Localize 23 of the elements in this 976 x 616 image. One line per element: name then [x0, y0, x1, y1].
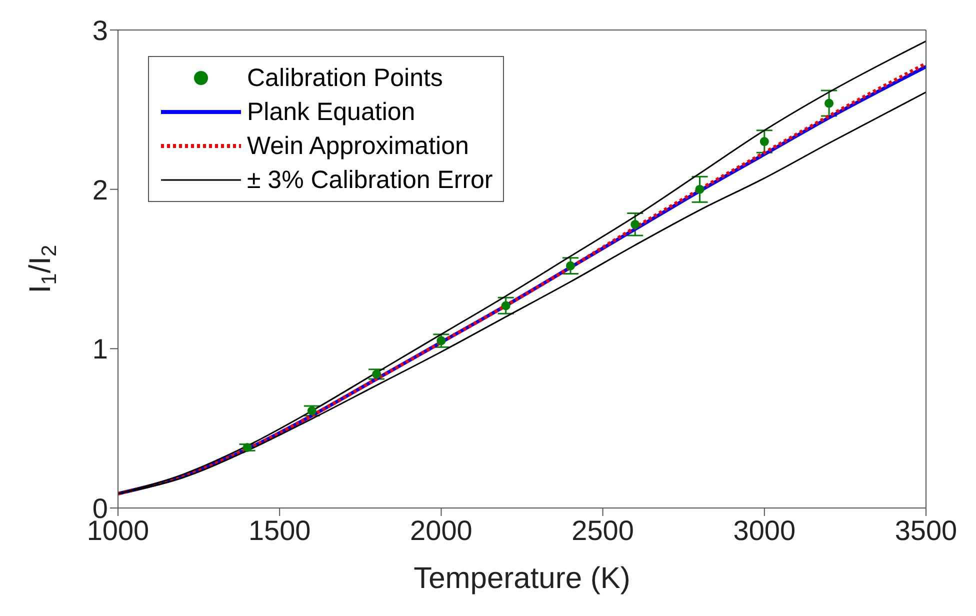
point	[436, 336, 446, 346]
legend-label: Wein Approximation	[247, 132, 469, 160]
x-tick-label: 3500	[894, 514, 958, 546]
x-tick-label: 2500	[572, 514, 634, 546]
x-tick-label: 3000	[733, 514, 796, 546]
point	[372, 370, 382, 379]
legend-label: Plank Equation	[247, 98, 416, 126]
y-tick-label: 3	[92, 14, 108, 46]
point	[695, 184, 704, 194]
point	[760, 137, 769, 146]
legend-label: Calibration Points	[247, 64, 443, 92]
x-axis-title: Temperature (K)	[414, 562, 630, 595]
x-tick-label: 2000	[410, 514, 472, 546]
point	[566, 261, 575, 270]
y-tick-label: 1	[92, 334, 108, 365]
point	[501, 301, 510, 310]
point	[242, 442, 252, 452]
point	[307, 406, 316, 416]
point	[630, 220, 640, 229]
point	[824, 98, 834, 108]
legend-label: ± 3% Calibration Error	[247, 166, 493, 194]
y-tick-label: 2	[92, 174, 108, 206]
x-tick-label: 1500	[248, 514, 311, 546]
